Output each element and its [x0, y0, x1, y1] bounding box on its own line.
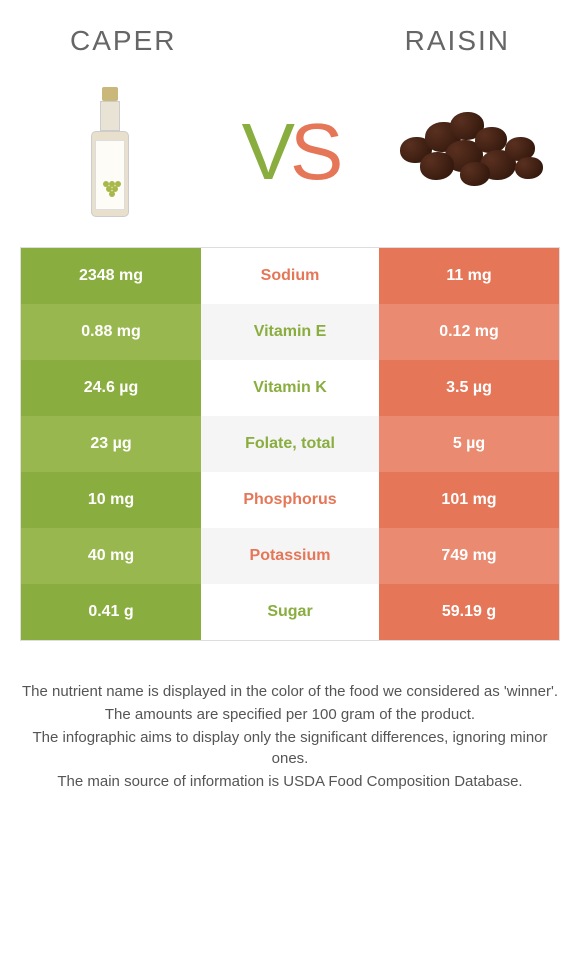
footnote-line: The amounts are specified per 100 gram o…	[18, 704, 562, 725]
table-row: 40 mgPotassium749 mg	[21, 528, 559, 584]
footnotes: The nutrient name is displayed in the co…	[0, 641, 580, 792]
right-value: 101 mg	[379, 472, 559, 528]
header: CAPER RAISIN	[0, 0, 580, 67]
left-value: 2348 mg	[21, 248, 201, 304]
nutrient-label: Vitamin K	[201, 360, 379, 416]
right-value: 59.19 g	[379, 584, 559, 640]
nutrient-label: Folate, total	[201, 416, 379, 472]
images-row: VS	[0, 67, 580, 247]
footnote-line: The main source of information is USDA F…	[18, 771, 562, 792]
vs-s: S	[290, 107, 338, 196]
nutrient-table: 2348 mgSodium11 mg0.88 mgVitamin E0.12 m…	[20, 247, 560, 641]
nutrient-label: Vitamin E	[201, 304, 379, 360]
nutrient-label: Sodium	[201, 248, 379, 304]
table-row: 2348 mgSodium11 mg	[21, 248, 559, 304]
left-value: 0.41 g	[21, 584, 201, 640]
table-row: 24.6 µgVitamin K3.5 µg	[21, 360, 559, 416]
table-row: 0.41 gSugar59.19 g	[21, 584, 559, 640]
caper-image	[20, 77, 200, 227]
left-value: 0.88 mg	[21, 304, 201, 360]
left-value: 24.6 µg	[21, 360, 201, 416]
vs-v: V	[242, 107, 290, 196]
right-value: 3.5 µg	[379, 360, 559, 416]
table-row: 10 mgPhosphorus101 mg	[21, 472, 559, 528]
nutrient-label: Potassium	[201, 528, 379, 584]
footnote-line: The nutrient name is displayed in the co…	[18, 681, 562, 702]
table-row: 23 µgFolate, total5 µg	[21, 416, 559, 472]
left-value: 23 µg	[21, 416, 201, 472]
vs-label: VS	[242, 106, 339, 198]
footnote-line: The infographic aims to display only the…	[18, 727, 562, 769]
right-food-title: RAISIN	[405, 25, 510, 57]
bottle-icon	[91, 87, 129, 217]
right-value: 11 mg	[379, 248, 559, 304]
nutrient-label: Sugar	[201, 584, 379, 640]
table-row: 0.88 mgVitamin E0.12 mg	[21, 304, 559, 360]
right-value: 5 µg	[379, 416, 559, 472]
left-food-title: CAPER	[70, 25, 176, 57]
raisin-image	[380, 77, 560, 227]
left-value: 10 mg	[21, 472, 201, 528]
right-value: 749 mg	[379, 528, 559, 584]
left-value: 40 mg	[21, 528, 201, 584]
raisins-icon	[390, 102, 550, 202]
right-value: 0.12 mg	[379, 304, 559, 360]
nutrient-label: Phosphorus	[201, 472, 379, 528]
